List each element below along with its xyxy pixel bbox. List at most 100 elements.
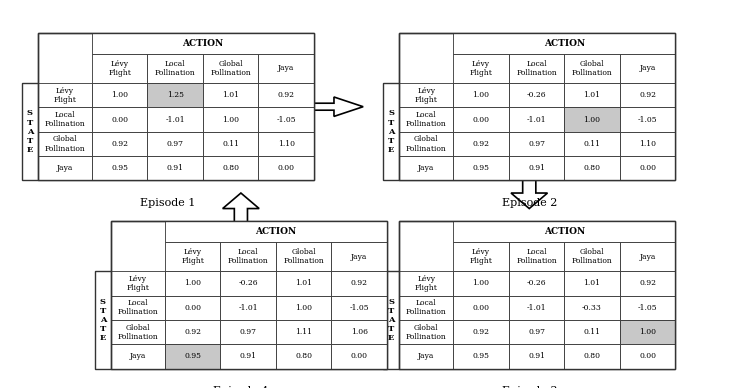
Text: 0.97: 0.97 (166, 140, 184, 148)
Text: 1.00: 1.00 (583, 116, 601, 124)
Text: 0.95: 0.95 (472, 352, 490, 360)
Text: -1.05: -1.05 (638, 304, 657, 312)
Text: 1.25: 1.25 (166, 91, 184, 99)
Text: 0.80: 0.80 (583, 164, 601, 172)
Text: S
T
A
T
E: S T A T E (388, 298, 394, 342)
Text: 0.80: 0.80 (222, 164, 239, 172)
Text: 0.11: 0.11 (222, 140, 239, 148)
Text: -0.26: -0.26 (527, 279, 546, 288)
Text: Jaya: Jaya (418, 352, 434, 360)
Text: 0.11: 0.11 (583, 328, 601, 336)
Text: Lévy
Flight: Lévy Flight (469, 60, 493, 77)
FancyArrow shape (511, 173, 548, 208)
Text: -1.05: -1.05 (350, 304, 369, 312)
Text: -1.01: -1.01 (527, 304, 546, 312)
Text: Jaya: Jaya (57, 164, 73, 172)
Text: 0.80: 0.80 (295, 352, 312, 360)
Text: -1.05: -1.05 (638, 116, 657, 124)
Text: 0.97: 0.97 (528, 328, 545, 336)
Text: Lévy
Flight: Lévy Flight (126, 275, 150, 292)
Text: S
T
A
T
E: S T A T E (388, 109, 394, 154)
Text: Jaya: Jaya (278, 64, 294, 73)
FancyArrow shape (223, 193, 259, 228)
Text: 0.92: 0.92 (111, 140, 128, 148)
Text: 0.11: 0.11 (583, 140, 601, 148)
Text: 0.91: 0.91 (166, 164, 184, 172)
Text: Lévy
Flight: Lévy Flight (53, 87, 77, 104)
Text: 1.00: 1.00 (639, 328, 656, 336)
Text: Lévy
Flight: Lévy Flight (181, 248, 204, 265)
Text: 0.00: 0.00 (111, 116, 128, 124)
Text: 0.00: 0.00 (277, 164, 295, 172)
FancyArrow shape (298, 97, 364, 116)
Text: 0.91: 0.91 (528, 164, 545, 172)
Text: Local
Pollination: Local Pollination (45, 111, 85, 128)
Text: 1.00: 1.00 (222, 116, 239, 124)
Text: Global
Pollination: Global Pollination (45, 135, 85, 152)
Text: 0.95: 0.95 (111, 164, 128, 172)
Text: Lévy
Flight: Lévy Flight (469, 248, 493, 265)
Text: Jaya: Jaya (639, 253, 656, 261)
Text: ACTION: ACTION (544, 227, 585, 236)
Text: 1.00: 1.00 (472, 279, 490, 288)
Text: 1.11: 1.11 (295, 328, 312, 336)
Text: Episode 2: Episode 2 (502, 198, 557, 208)
Text: 0.91: 0.91 (239, 352, 257, 360)
Text: 0.91: 0.91 (528, 352, 545, 360)
Text: ACTION: ACTION (255, 227, 296, 236)
Text: -1.01: -1.01 (239, 304, 258, 312)
Text: 0.00: 0.00 (184, 304, 201, 312)
Text: Global
Pollination: Global Pollination (283, 248, 324, 265)
Text: 0.95: 0.95 (472, 164, 490, 172)
Text: Local
Pollination: Local Pollination (406, 111, 447, 128)
Text: 0.97: 0.97 (239, 328, 257, 336)
Text: 1.00: 1.00 (472, 91, 490, 99)
Text: 1.01: 1.01 (222, 91, 239, 99)
Text: Local
Pollination: Local Pollination (155, 60, 196, 77)
Text: 0.00: 0.00 (639, 164, 656, 172)
Text: -1.01: -1.01 (166, 116, 185, 124)
Text: Jaya: Jaya (418, 164, 434, 172)
Text: ACTION: ACTION (182, 39, 223, 48)
Text: Jaya: Jaya (130, 352, 146, 360)
Text: 0.00: 0.00 (639, 352, 656, 360)
Text: Lévy
Flight: Lévy Flight (415, 87, 438, 104)
Text: -0.33: -0.33 (582, 304, 602, 312)
Text: Local
Pollination: Local Pollination (118, 299, 158, 316)
Text: 1.01: 1.01 (295, 279, 312, 288)
Text: 1.06: 1.06 (350, 328, 368, 336)
FancyArrow shape (371, 285, 437, 305)
Text: -0.26: -0.26 (527, 91, 546, 99)
Text: Global
Pollination: Global Pollination (406, 135, 447, 152)
Text: S
T
A
T
E: S T A T E (100, 298, 106, 342)
Text: 0.95: 0.95 (184, 352, 201, 360)
Text: -1.01: -1.01 (527, 116, 546, 124)
Text: 0.92: 0.92 (472, 328, 490, 336)
Text: 0.92: 0.92 (639, 91, 656, 99)
Text: 0.92: 0.92 (350, 279, 368, 288)
Text: 1.10: 1.10 (277, 140, 295, 148)
Text: 0.92: 0.92 (184, 328, 201, 336)
Text: 0.97: 0.97 (528, 140, 545, 148)
Text: Global
Pollination: Global Pollination (118, 324, 158, 341)
Text: ACTION: ACTION (544, 39, 585, 48)
Text: Episode 3: Episode 3 (502, 386, 557, 388)
Text: 1.01: 1.01 (583, 279, 601, 288)
Text: 1.00: 1.00 (184, 279, 201, 288)
Text: 1.10: 1.10 (639, 140, 656, 148)
Text: 1.00: 1.00 (295, 304, 312, 312)
Text: 0.92: 0.92 (277, 91, 295, 99)
Text: Jaya: Jaya (639, 64, 656, 73)
Text: Lévy
Flight: Lévy Flight (415, 275, 438, 292)
Text: Local
Pollination: Local Pollination (516, 60, 557, 77)
Text: 0.92: 0.92 (639, 279, 656, 288)
Text: Episode 1: Episode 1 (140, 198, 196, 208)
Text: Global
Pollination: Global Pollination (572, 60, 612, 77)
Text: Global
Pollination: Global Pollination (406, 324, 447, 341)
Text: Local
Pollination: Local Pollination (406, 299, 447, 316)
Text: 0.00: 0.00 (472, 116, 490, 124)
Text: 0.80: 0.80 (583, 352, 601, 360)
Text: 0.92: 0.92 (472, 140, 490, 148)
Text: Global
Pollination: Global Pollination (210, 60, 251, 77)
Text: 1.01: 1.01 (583, 91, 601, 99)
